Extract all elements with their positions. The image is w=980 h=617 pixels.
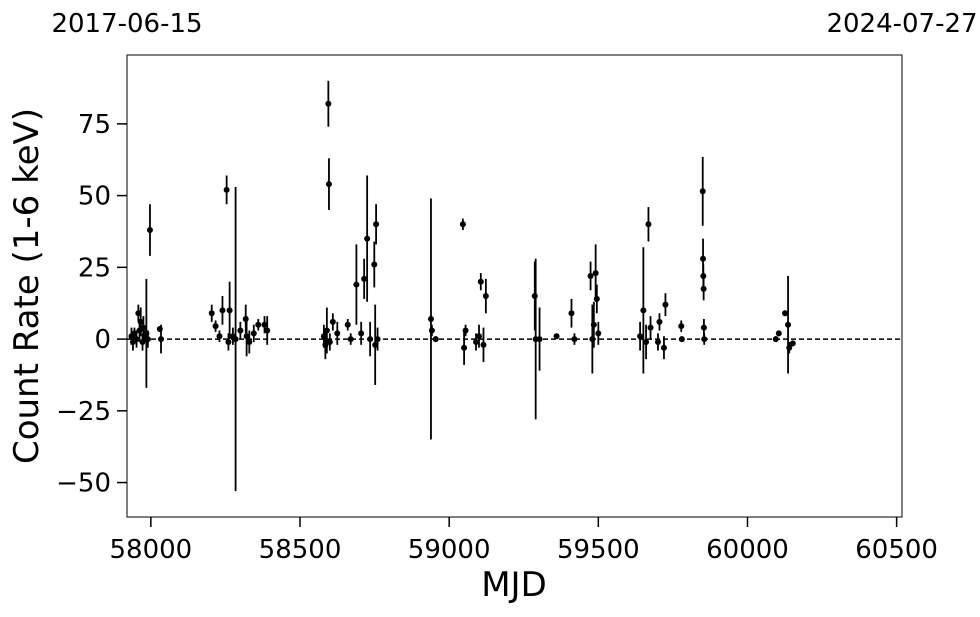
data-point — [158, 336, 165, 343]
data-point — [595, 330, 602, 337]
data-point — [477, 278, 484, 285]
x-tick-label: 59000 — [408, 535, 491, 565]
data-point — [361, 275, 368, 282]
y-axis-label: Count Rate (1-6 keV) — [7, 108, 47, 464]
data-point — [699, 188, 706, 195]
data-point — [571, 336, 578, 343]
data-point — [223, 186, 230, 193]
data-point — [323, 327, 330, 334]
data-point — [334, 330, 341, 337]
data-point — [772, 336, 779, 343]
data-point — [678, 323, 685, 330]
data-point — [459, 221, 466, 228]
x-tick-label: 58000 — [110, 535, 193, 565]
data-point — [700, 285, 707, 292]
data-point — [367, 336, 374, 343]
x-tick-label: 58500 — [259, 535, 342, 565]
data-point — [654, 338, 661, 345]
data-point — [782, 310, 789, 317]
data-point — [326, 338, 333, 345]
data-point — [643, 338, 650, 345]
data-point — [137, 318, 144, 325]
data-point — [208, 310, 215, 317]
data-point — [325, 100, 332, 107]
data-point — [146, 227, 153, 234]
data-point — [785, 321, 792, 328]
top-tick-label: 2017-06-15 — [51, 9, 202, 39]
data-point — [374, 336, 381, 343]
data-point — [353, 281, 360, 288]
data-point — [373, 221, 380, 228]
data-point — [482, 293, 489, 300]
data-point — [640, 307, 647, 314]
data-point — [219, 307, 226, 314]
y-tick-label: 50 — [78, 182, 111, 212]
data-point — [358, 330, 365, 337]
data-point — [226, 307, 233, 314]
top-tick-label: 2024-07-27 — [826, 9, 977, 39]
data-point — [432, 336, 439, 343]
data-point — [700, 324, 707, 331]
data-point — [261, 321, 268, 328]
data-point — [568, 310, 575, 317]
data-point — [344, 321, 351, 328]
data-point — [212, 323, 219, 330]
y-tick-label: 0 — [94, 325, 111, 355]
data-point — [473, 338, 480, 345]
data-point — [329, 318, 336, 325]
data-point — [656, 318, 663, 325]
data-point — [662, 301, 669, 308]
data-point — [264, 327, 271, 334]
y-tick-label: 25 — [78, 253, 111, 283]
data-point — [133, 336, 140, 343]
data-point — [461, 344, 468, 351]
data-point — [225, 338, 232, 345]
data-point — [462, 327, 469, 334]
plot-frame — [126, 54, 903, 518]
data-point — [347, 336, 354, 343]
x-tick-label: 60500 — [855, 535, 938, 565]
data-point — [216, 333, 223, 340]
y-tick-label: −25 — [56, 397, 111, 427]
data-point — [140, 324, 147, 331]
data-point — [700, 255, 707, 262]
data-point — [775, 330, 782, 337]
y-tick-label: −50 — [56, 469, 111, 499]
data-point — [647, 324, 654, 331]
data-point — [678, 336, 685, 343]
data-point — [427, 316, 434, 322]
data-point — [701, 336, 708, 343]
data-point — [789, 340, 796, 347]
data-point — [371, 261, 378, 268]
data-point — [428, 327, 435, 334]
data-point — [250, 330, 257, 337]
data-point — [232, 336, 239, 343]
data-point — [786, 344, 793, 351]
data-point — [660, 344, 667, 351]
data-point — [553, 333, 560, 340]
data-point — [645, 221, 652, 228]
data-point — [243, 333, 250, 340]
data-point — [246, 338, 253, 345]
y-tick-label: 75 — [78, 110, 111, 140]
data-point — [700, 272, 707, 279]
data-point — [156, 326, 163, 333]
data-point — [590, 321, 597, 328]
data-point — [237, 327, 244, 334]
x-tick-label: 59500 — [557, 535, 640, 565]
data-point — [587, 272, 594, 279]
x-tick-label: 60000 — [706, 535, 789, 565]
data-point — [364, 235, 371, 242]
data-point — [325, 181, 332, 188]
x-axis-label: MJD — [481, 565, 547, 605]
data-point — [592, 270, 599, 277]
data-point — [255, 321, 262, 328]
data-point — [536, 336, 543, 343]
data-point — [480, 341, 487, 348]
data-point — [593, 295, 600, 302]
data-point — [476, 333, 483, 340]
data-point — [637, 333, 644, 340]
data-point — [144, 336, 151, 343]
